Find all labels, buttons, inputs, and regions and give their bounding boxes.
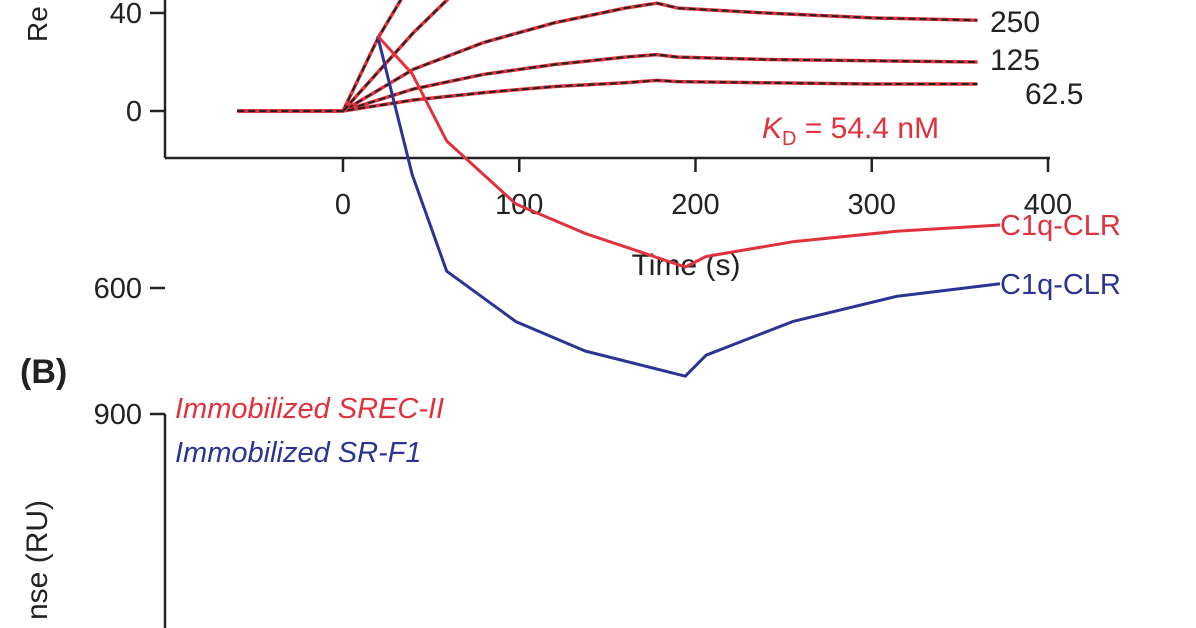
panel-b-series-label: C1q-CLR xyxy=(1000,210,1121,242)
kd-subscript: D xyxy=(782,128,796,150)
panel-b-y-tick-label: 900 xyxy=(94,399,142,431)
kd-symbol: K xyxy=(762,112,784,145)
panel-a-x-tick-label: 300 xyxy=(848,189,896,221)
panel-b-y-tick-label: 600 xyxy=(94,273,142,305)
panel-a-series-label: 125 xyxy=(990,44,1040,77)
kd-value: = 54.4 nM xyxy=(796,112,939,145)
panel-b-series-label: C1q-CLR xyxy=(1000,269,1121,301)
panel-a-series-label: 62.5 xyxy=(1025,78,1083,111)
panel-a-y-tick-label: 0 xyxy=(126,96,142,128)
panel-a-series xyxy=(237,0,978,113)
panel-a-y-axis-label: Re xyxy=(22,6,53,42)
kd-annotation: KD = 54.4 nM xyxy=(762,112,939,150)
legend-srec-ii: Immobilized SREC-II xyxy=(175,393,444,425)
panel-b-y-axis-label: nse (RU) xyxy=(21,500,54,620)
panel-a-fit-line xyxy=(237,79,978,112)
panel-b-series xyxy=(376,34,1001,378)
panel-b-label: (B) xyxy=(20,353,67,391)
panel-b: (B) nse (RU) Immobilized SREC-II Immobil… xyxy=(20,34,1121,628)
panel-b-series-labels: C1q-CLR C1q-CLR xyxy=(1000,210,1121,301)
panel-a-series-label: 250 xyxy=(990,6,1040,39)
panel-a-series-line xyxy=(237,1,978,113)
panel-b-series-line xyxy=(376,35,1001,378)
panel-a-x-tick-label: 0 xyxy=(335,189,351,221)
panel-b-series-line xyxy=(376,34,1001,269)
panel-a-fit-line xyxy=(342,0,449,112)
panel-a-fit-line xyxy=(237,53,978,112)
panel-a-y-tick-label: 40 xyxy=(110,0,142,30)
panel-a-x-tick-label: 400 xyxy=(1024,189,1072,221)
legend-sr-f1: Immobilized SR-F1 xyxy=(175,437,422,469)
panel-b-axes: 900 600 xyxy=(94,273,167,628)
panel-a-x-tick-label: 200 xyxy=(671,189,719,221)
